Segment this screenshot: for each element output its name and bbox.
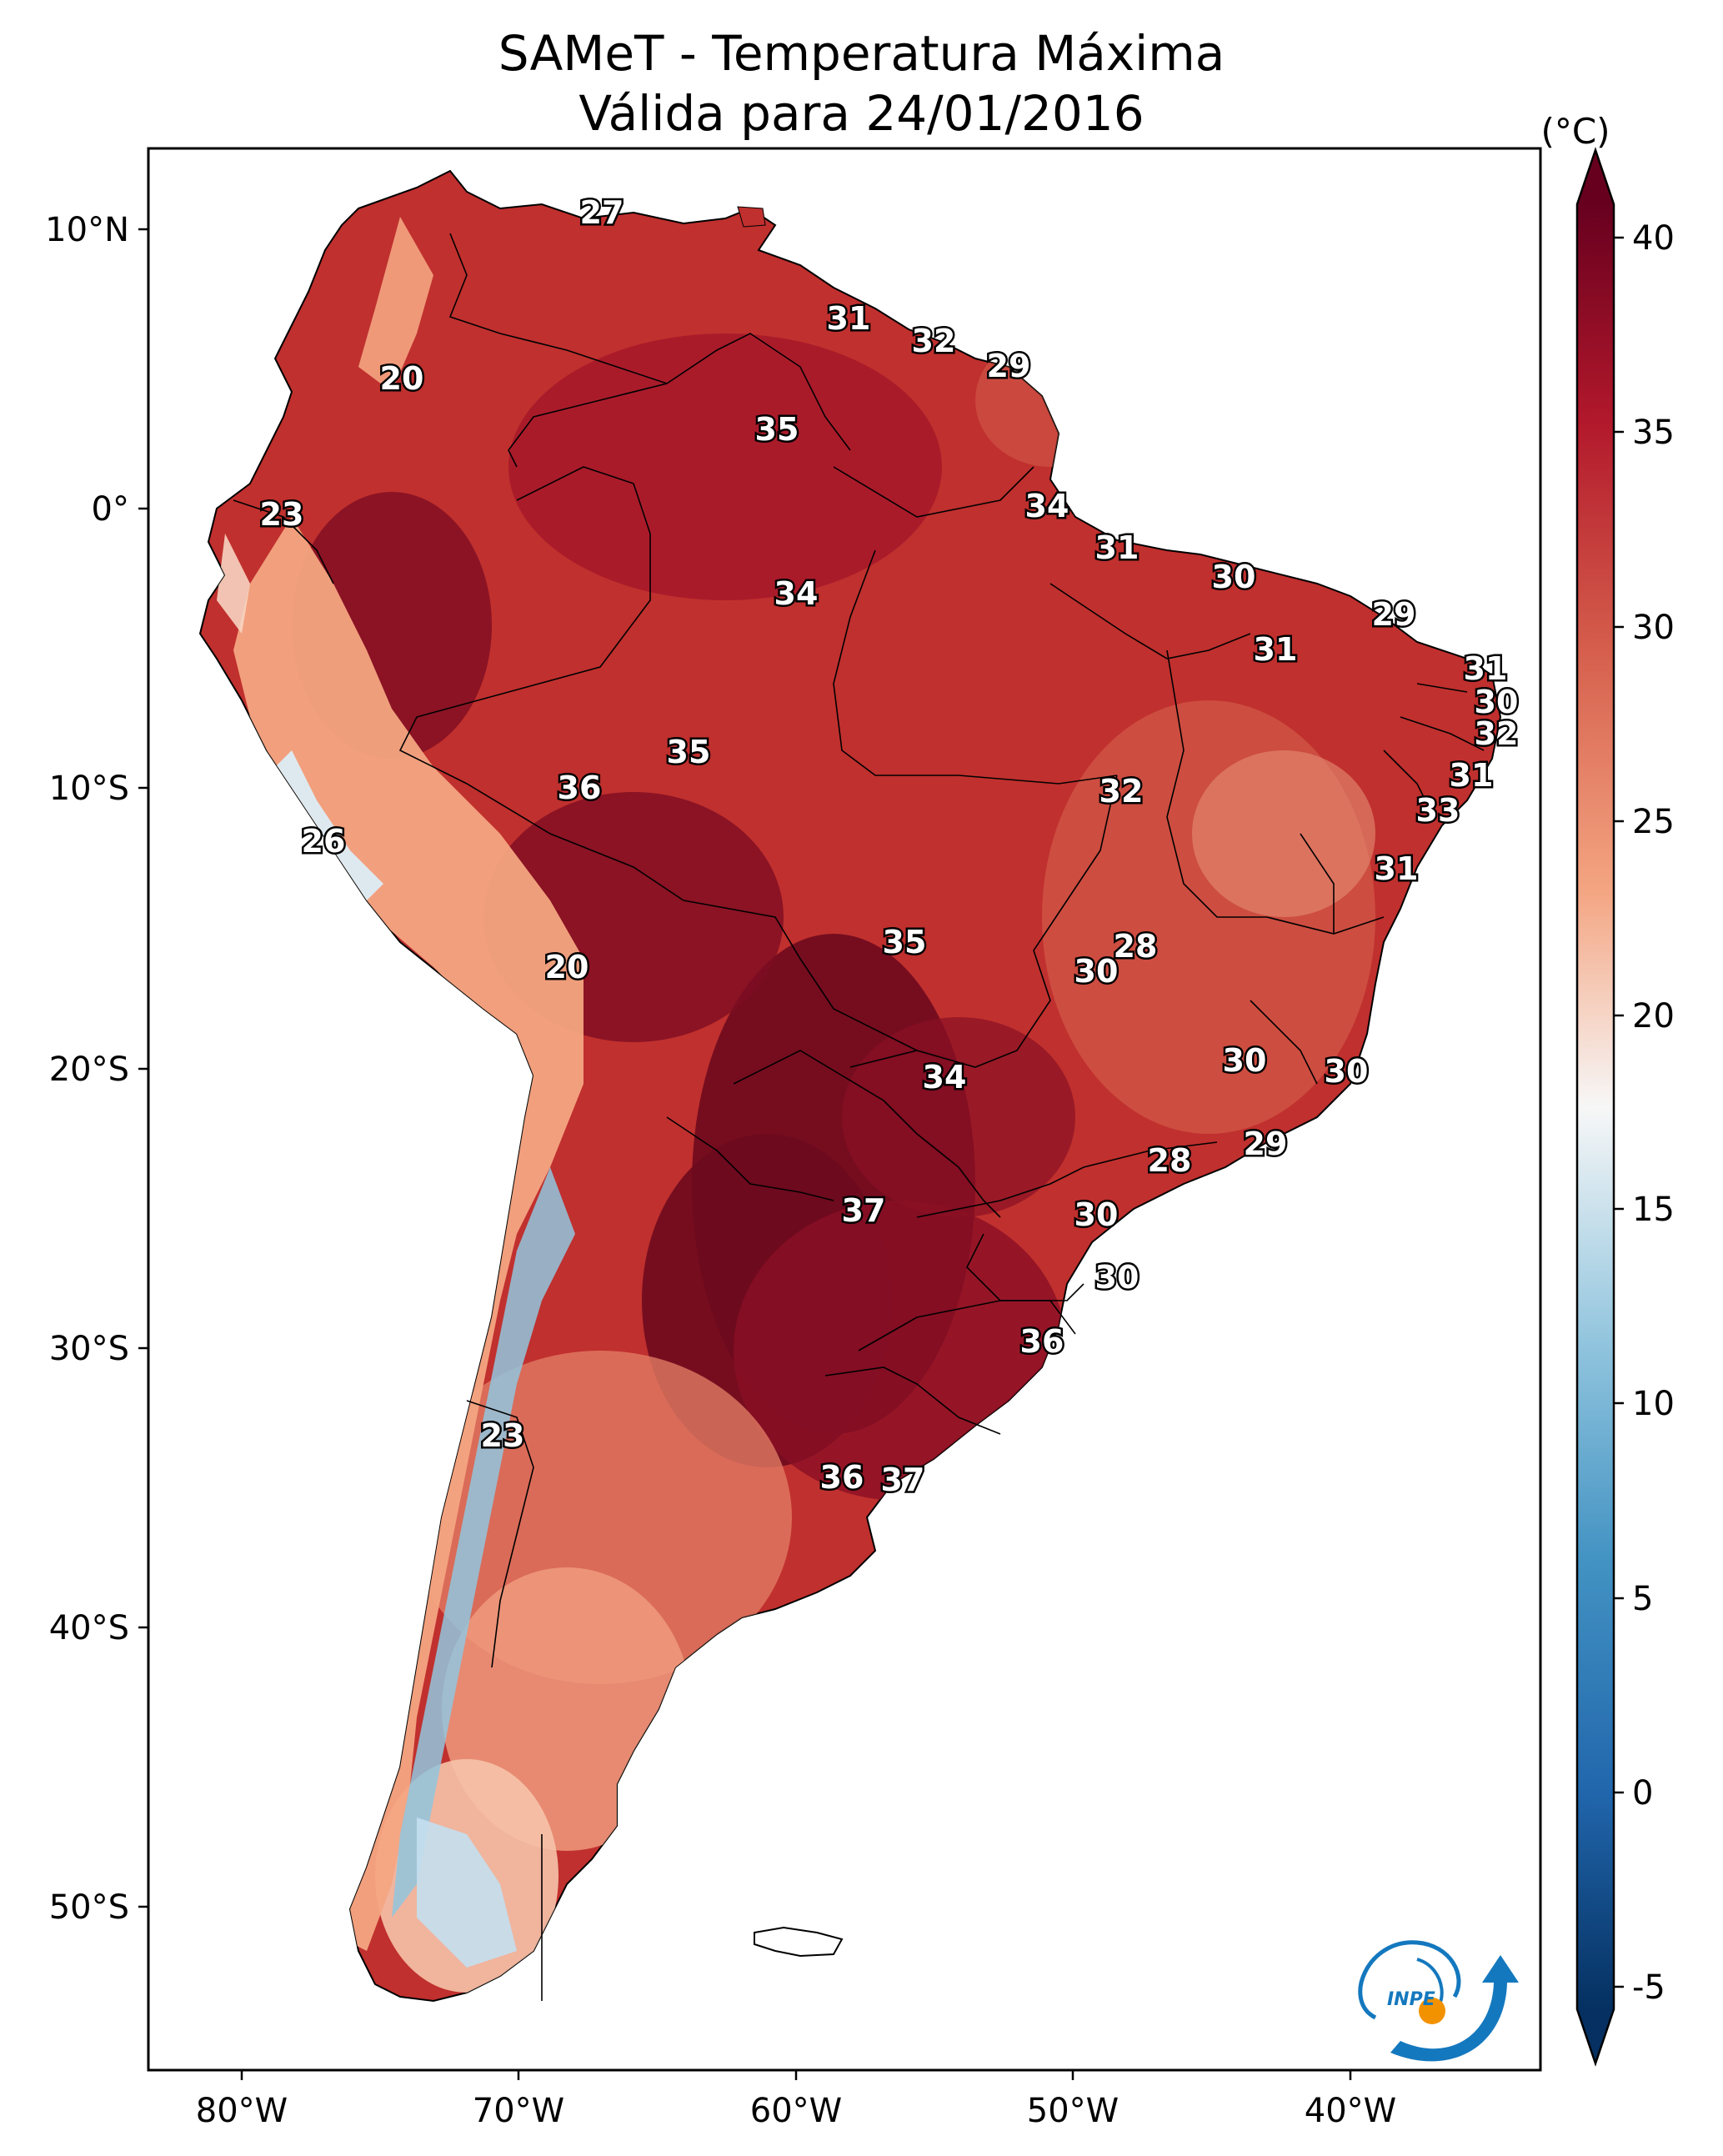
- colorbar-tick-15: 15: [1632, 1191, 1675, 1229]
- city-temp-label: 20: [545, 949, 589, 985]
- city-temp-label: 30: [1475, 684, 1519, 720]
- city-temp-label: 36: [820, 1459, 864, 1496]
- city-temp-label: 34: [1025, 488, 1069, 524]
- lat-label-30s: 30°S: [49, 1330, 129, 1368]
- latitude-axis: 10°N 0° 10°S 20°S 30°S 40°S 50°S: [45, 211, 148, 1927]
- colorbar-tick-40: 40: [1632, 219, 1675, 258]
- city-temp-label: 31: [1254, 631, 1298, 668]
- city-temp-label: 27: [580, 194, 624, 231]
- colorbar-ticks: 40 35 30 25 20 15 10 5 0 -5: [1614, 219, 1675, 2007]
- city-temp-label: 28: [1114, 928, 1158, 965]
- colorbar-tick-20: 20: [1632, 997, 1675, 1035]
- lon-label-60w: 60°W: [750, 2092, 842, 2130]
- city-temp-label: 36: [558, 770, 602, 806]
- lon-label-50w: 50°W: [1027, 2092, 1119, 2130]
- city-temp-label: 23: [260, 496, 304, 533]
- city-temp-label: 31: [1095, 529, 1139, 566]
- map-frame: [147, 147, 1542, 2072]
- colorbar-unit: (°C): [1540, 111, 1610, 152]
- map-title: SAMeT - Temperatura Máxima Válida para 2…: [0, 23, 1723, 143]
- colorbar-tick-0: 0: [1632, 1774, 1653, 1813]
- falkland-islands: [754, 1926, 844, 1958]
- city-temp-label: 30: [1223, 1042, 1267, 1079]
- city-temp-label: 35: [883, 924, 927, 960]
- lon-label-70w: 70°W: [473, 2092, 564, 2130]
- colorbar-tick-minus5: -5: [1632, 1968, 1665, 2007]
- city-temp-label: 29: [1372, 596, 1416, 633]
- political-borders: [233, 233, 1485, 2001]
- city-temp-label: 32: [1099, 773, 1144, 810]
- city-temp-label: 34: [774, 575, 819, 612]
- city-temp-label: 31: [1375, 850, 1419, 887]
- city-temp-label: 20: [380, 360, 424, 397]
- city-temp-label: 30: [1212, 559, 1256, 595]
- colorbar-tick-5: 5: [1632, 1580, 1653, 1618]
- city-temp-label: 23: [481, 1417, 525, 1454]
- lat-label-10s: 10°S: [49, 770, 129, 808]
- inpe-logo-text: INPE: [1387, 1989, 1435, 2010]
- city-temp-label: 31: [1464, 650, 1508, 687]
- city-temp-label: 35: [755, 411, 799, 448]
- city-temp-label: 30: [1074, 1196, 1119, 1233]
- lat-label-40s: 40°S: [49, 1609, 129, 1647]
- city-temp-label: 26: [302, 823, 346, 860]
- city-temp-label: 29: [1244, 1126, 1288, 1162]
- lat-label-0: 0°: [92, 490, 129, 529]
- colorbar: (°C) 40 35 30 25 20 15 10 5 0 -5: [1540, 111, 1675, 2067]
- inpe-logo: INPE: [1358, 1940, 1519, 2062]
- colorbar-tick-25: 25: [1632, 803, 1675, 841]
- longitude-axis: 80°W 70°W 60°W 50°W 40°W: [196, 2070, 1396, 2130]
- city-temp-label: 37: [842, 1192, 886, 1229]
- city-temp-label: 34: [923, 1059, 967, 1096]
- lat-label-20s: 20°S: [49, 1050, 129, 1089]
- city-temp-label: 37: [881, 1462, 925, 1498]
- colorbar-tick-10: 10: [1632, 1385, 1675, 1423]
- city-temp-label: 31: [1450, 757, 1494, 794]
- city-temp-label: 35: [667, 734, 711, 770]
- title-line-2: Válida para 24/01/2016: [579, 85, 1144, 142]
- lon-label-40w: 40°W: [1305, 2092, 1396, 2130]
- city-temp-label: 31: [827, 300, 871, 337]
- colorbar-tick-30: 30: [1632, 609, 1675, 647]
- lat-label-50s: 50°S: [49, 1888, 129, 1927]
- title-line-1: SAMeT - Temperatura Máxima: [498, 25, 1225, 82]
- city-temp-label: 32: [1475, 715, 1519, 752]
- city-temp-label: 33: [1416, 792, 1460, 829]
- city-temp-label: 32: [912, 323, 956, 359]
- city-temp-label: 30: [1325, 1053, 1369, 1090]
- city-temp-label: 36: [1020, 1323, 1064, 1360]
- city-temp-label: 30: [1095, 1259, 1139, 1296]
- lat-label-10n: 10°N: [45, 211, 129, 249]
- lon-label-80w: 80°W: [196, 2092, 288, 2130]
- temperature-field: [217, 217, 1375, 1993]
- city-temp-label: 30: [1074, 953, 1119, 990]
- city-temp-label: 28: [1148, 1142, 1192, 1179]
- colorbar-tick-35: 35: [1632, 414, 1675, 452]
- city-temp-label: 29: [987, 348, 1031, 384]
- city-temperature-labels: 27 31 32 29 20 35 34 23 31 30 34 29 31 3…: [258, 193, 1520, 1501]
